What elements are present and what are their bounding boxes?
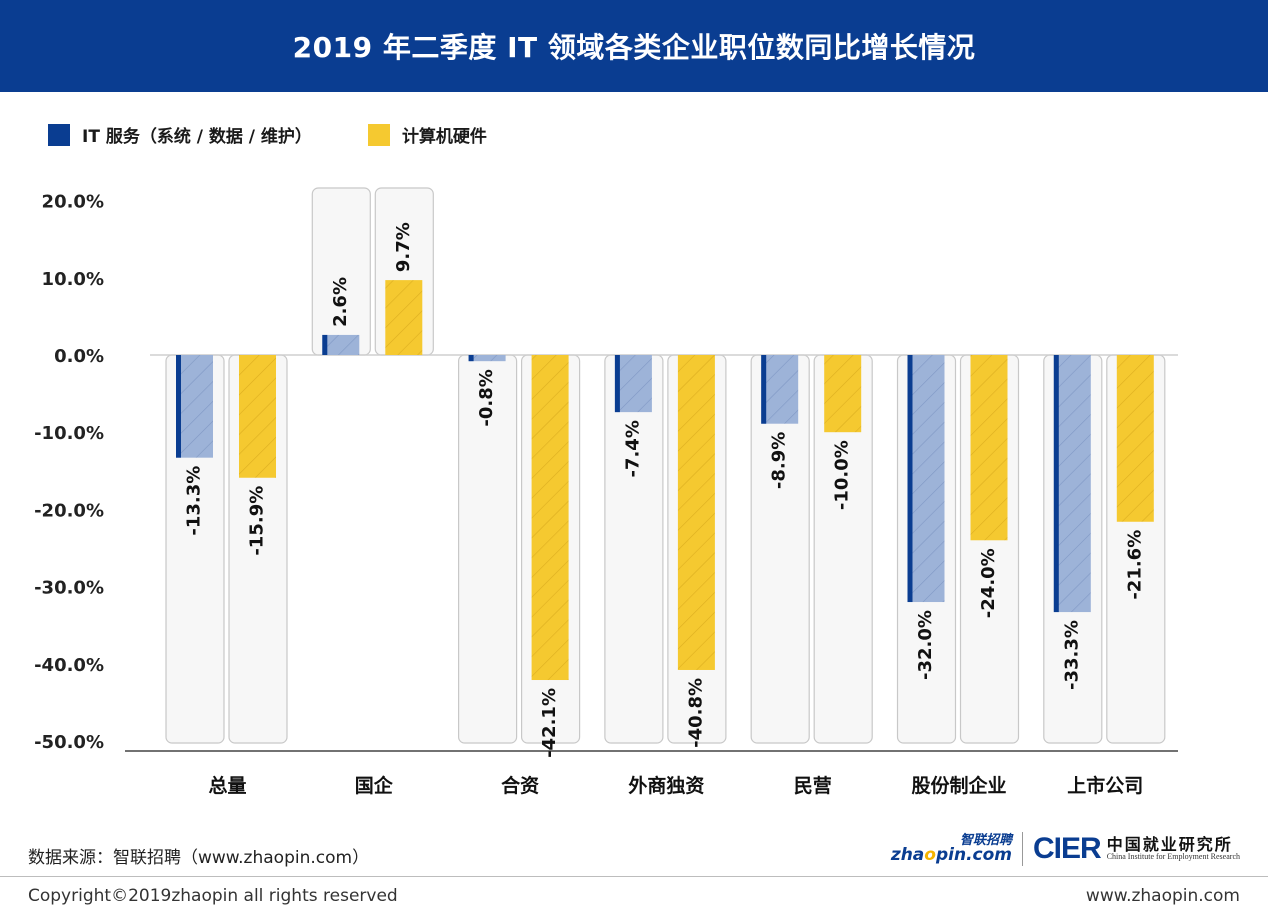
bar-it-service bbox=[614, 355, 652, 413]
bar-value-label: -24.0% bbox=[978, 548, 999, 618]
bar-chart: 20.0% 10.0% 0.0% -10.0% -20.0% -30.0% -40.0% -5… bbox=[34, 187, 1178, 797]
bar-value-label: -0.8% bbox=[476, 369, 497, 426]
bar-it-service bbox=[1053, 355, 1091, 613]
logo-divider bbox=[1022, 832, 1023, 866]
bar-value-label: -33.3% bbox=[1061, 620, 1082, 690]
footer-divider bbox=[0, 876, 1268, 877]
bar-edge-it-service bbox=[761, 355, 767, 424]
bar-hardware bbox=[1116, 355, 1154, 522]
y-tick-label: -30.0% bbox=[34, 578, 104, 599]
bar-edge-it-service bbox=[176, 355, 181, 458]
y-tick-label: -10.0% bbox=[34, 423, 104, 444]
logos: 智联招聘 zhaopin.com CIER 中国就业研究所 China Inst… bbox=[891, 832, 1240, 866]
website: www.zhaopin.com bbox=[1085, 886, 1240, 906]
bar-track bbox=[311, 187, 371, 356]
x-category-label: 总量 bbox=[208, 774, 246, 797]
y-tick-label: -20.0% bbox=[34, 500, 104, 521]
cier-logo: CIER 中国就业研究所 China Institute for Employm… bbox=[1033, 832, 1240, 865]
chart-title: 2019 年二季度 IT 领域各类企业职位数同比增长情况 bbox=[0, 0, 1268, 92]
bar-hardware bbox=[824, 355, 862, 433]
legend-swatch-hardware bbox=[367, 123, 390, 146]
bar-it-service bbox=[322, 334, 360, 355]
legend-label-it-service: IT 服务（系统 / 数据 / 维护） bbox=[82, 127, 312, 147]
y-tick-label: 20.0% bbox=[42, 192, 104, 213]
legend-item-hardware: 计算机硬件 bbox=[367, 122, 487, 147]
bar-hardware bbox=[385, 280, 423, 355]
bar-it-service bbox=[176, 355, 213, 458]
bar-value-label: -7.4% bbox=[622, 420, 643, 477]
legend-swatch-it-service bbox=[48, 123, 70, 146]
legend-item-it-service: IT 服务（系统 / 数据 / 维护） bbox=[48, 122, 312, 147]
zhaopin-logo: 智联招聘 zhaopin.com bbox=[890, 833, 1012, 865]
bar-edge-it-service bbox=[322, 334, 328, 355]
x-category-label: 民营 bbox=[794, 774, 832, 797]
bar-value-label: 9.7% bbox=[393, 222, 414, 272]
bar-edge-it-service bbox=[614, 355, 620, 413]
x-category-label: 外商独资 bbox=[628, 774, 704, 797]
bar-value-label: 2.6% bbox=[330, 277, 351, 327]
x-category-label: 国企 bbox=[355, 774, 394, 797]
bar-edge-it-service bbox=[468, 355, 474, 362]
bar-value-label: -21.6% bbox=[1124, 530, 1145, 600]
bar-value-label: -8.9% bbox=[769, 432, 790, 489]
bar-value-label: -13.3% bbox=[184, 466, 205, 536]
bar-it-service bbox=[468, 355, 506, 362]
bar-edge-it-service bbox=[907, 355, 913, 603]
bar-value-label: -32.0% bbox=[915, 610, 936, 680]
bar-value-label: -10.0% bbox=[832, 440, 853, 510]
bar-edge-it-service bbox=[1053, 355, 1059, 613]
data-source: 数据来源：智联招聘（www.zhaopin.com） bbox=[28, 848, 370, 868]
bar-hardware bbox=[970, 355, 1008, 541]
x-category-label: 合资 bbox=[501, 774, 539, 797]
x-category-label: 股份制企业 bbox=[911, 774, 1006, 797]
bar-it-service bbox=[761, 355, 799, 424]
bar-hardware bbox=[531, 355, 569, 681]
y-tick-label: -50.0% bbox=[34, 732, 104, 753]
y-tick-label: 0.0% bbox=[54, 346, 104, 367]
bar-it-service bbox=[907, 355, 945, 603]
bar-value-label: -15.9% bbox=[247, 486, 268, 556]
copyright: Copyright©2019zhaopin all rights reserve… bbox=[28, 886, 398, 906]
x-category-label: 上市公司 bbox=[1067, 774, 1143, 797]
y-tick-label: -40.0% bbox=[34, 655, 104, 676]
bar-hardware bbox=[677, 355, 715, 670]
bar-track bbox=[604, 354, 664, 744]
legend-label-hardware: 计算机硬件 bbox=[401, 127, 487, 147]
y-tick-label: 10.0% bbox=[42, 269, 104, 290]
legend: IT 服务（系统 / 数据 / 维护） 计算机硬件 bbox=[48, 122, 487, 147]
bar-value-label: -42.1% bbox=[539, 688, 560, 758]
bar-value-label: -40.8% bbox=[685, 678, 706, 748]
bar-hardware bbox=[239, 355, 276, 478]
